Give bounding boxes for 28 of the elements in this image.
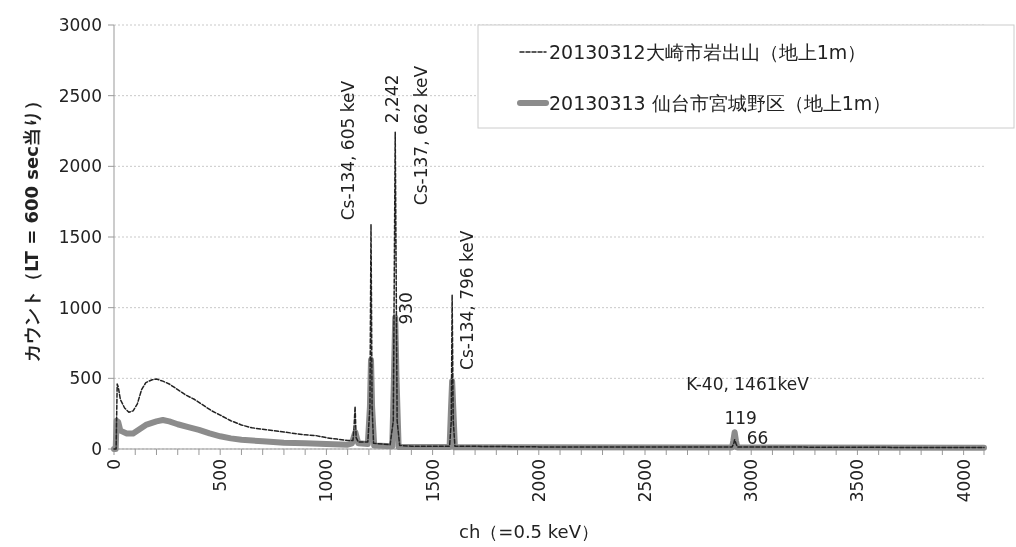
annotation: Cs-134, 605 keV xyxy=(338,80,359,221)
x-axis-title: ch（=0.5 keV） xyxy=(459,521,599,542)
annotation: 930 xyxy=(396,292,417,325)
annotation: Cs-134, 796 keV xyxy=(457,230,478,370)
y-tick-label: 2500 xyxy=(58,85,102,106)
y-axis-title: カウント（LT = 600 sec当り） xyxy=(21,92,42,362)
annotation: 66 xyxy=(746,427,769,448)
x-tick-label: 2500 xyxy=(635,459,656,503)
x-tick-label: 1500 xyxy=(422,459,443,503)
annotation: 119 xyxy=(724,408,757,429)
x-tick-label: 500 xyxy=(210,459,231,492)
y-tick-label: 3000 xyxy=(58,15,102,35)
x-tick-label: 1000 xyxy=(316,459,337,503)
legend-label: 20130313 仙台市宮城野区（地上1m） xyxy=(549,92,892,114)
y-tick-label: 1500 xyxy=(58,227,102,247)
x-tick-label: 2000 xyxy=(528,459,549,503)
x-tick-label: 4000 xyxy=(953,459,974,503)
y-tick-label: 500 xyxy=(69,368,102,389)
y-tick-label: 0 xyxy=(91,439,102,459)
annotation: Cs-137, 662 keV xyxy=(411,65,432,206)
y-tick-label: 2000 xyxy=(58,156,102,177)
annotation: K-40, 1461keV xyxy=(686,374,810,395)
x-tick-label: 3500 xyxy=(847,459,868,503)
annotation: 2,242 xyxy=(382,74,403,124)
x-tick-label: 3000 xyxy=(741,459,762,503)
y-tick-label: 1000 xyxy=(58,297,102,318)
legend-label: 20130312大崎市岩出山（地上1m） xyxy=(549,41,867,63)
x-tick-label: 0 xyxy=(104,459,124,470)
